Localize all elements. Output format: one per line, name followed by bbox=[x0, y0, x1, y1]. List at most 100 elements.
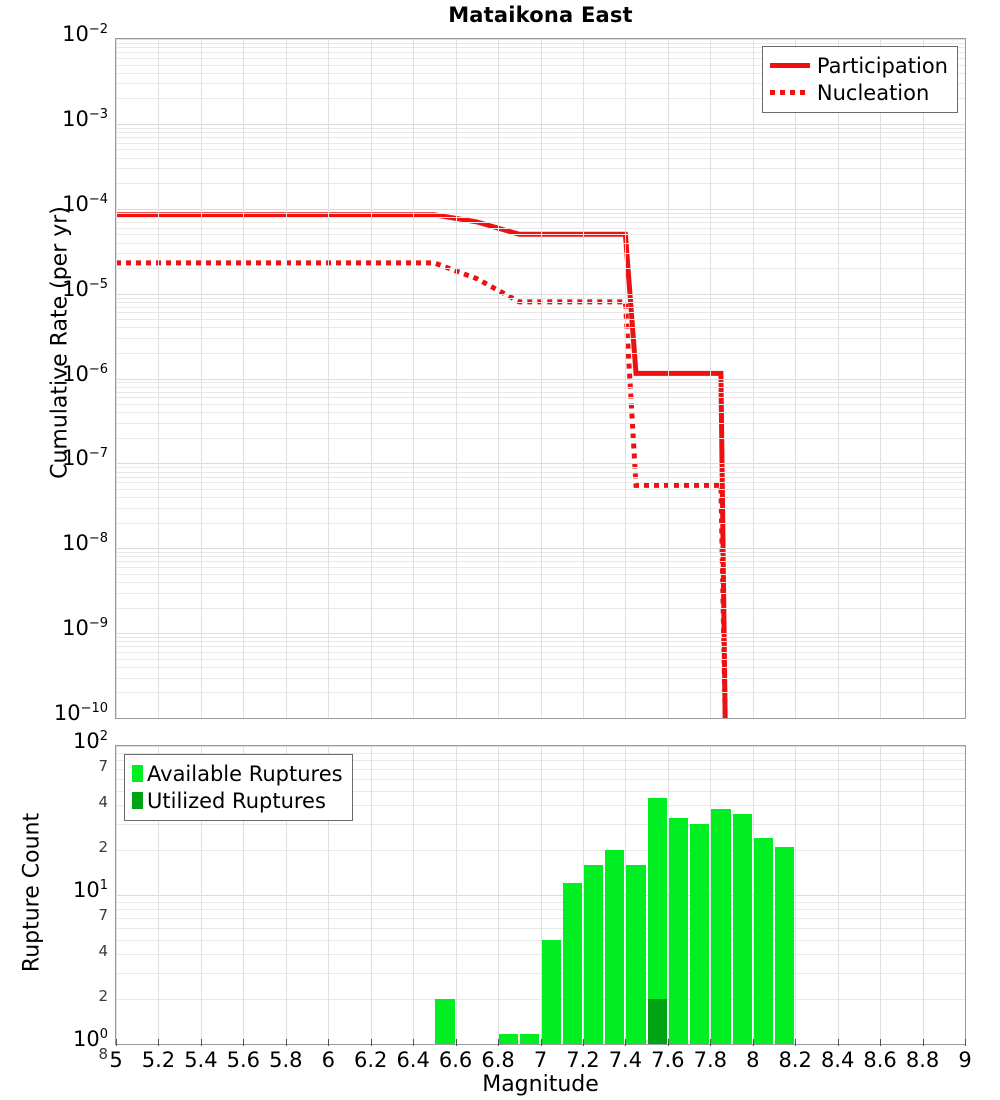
histogram-bar[interactable] bbox=[542, 940, 561, 1044]
rupture-count-plot: Available Ruptures Utilized Ruptures bbox=[115, 745, 966, 1045]
bottom-legend: Available Ruptures Utilized Ruptures bbox=[124, 754, 353, 821]
x-tick-mark bbox=[583, 1039, 584, 1046]
x-tick-label: 8 bbox=[746, 1048, 759, 1072]
legend-label-nucleation: Nucleation bbox=[817, 81, 929, 105]
gridline bbox=[413, 39, 414, 718]
gridline bbox=[625, 39, 626, 718]
top-y-axis-title: Cumulative Rate (per yr) bbox=[48, 63, 73, 623]
x-tick-label: 6.2 bbox=[354, 1048, 387, 1072]
x-tick-label: 6.4 bbox=[396, 1048, 429, 1072]
y-tick-label: 10−2 bbox=[62, 24, 108, 45]
gridline bbox=[838, 39, 839, 718]
gridline bbox=[201, 39, 202, 718]
gridline bbox=[371, 39, 372, 718]
y-minor-tick-label: 4 bbox=[98, 944, 108, 959]
y-tick-label: 102 bbox=[73, 731, 108, 752]
x-tick-label: 9 bbox=[958, 1048, 971, 1072]
x-tick-label: 7.8 bbox=[694, 1048, 727, 1072]
legend-item-available-ruptures[interactable]: Available Ruptures bbox=[132, 760, 343, 787]
x-tick-label: 8.6 bbox=[863, 1048, 896, 1072]
x-tick-label: 5.6 bbox=[227, 1048, 260, 1072]
x-tick-label: 7 bbox=[534, 1048, 547, 1072]
y-minor-tick-label: 4 bbox=[98, 795, 108, 810]
gridline bbox=[498, 39, 499, 718]
gridline bbox=[158, 39, 159, 718]
top-plot-gridlines bbox=[116, 39, 965, 718]
histogram-bar[interactable] bbox=[669, 818, 688, 1044]
gridline bbox=[456, 39, 457, 718]
histogram-bar[interactable] bbox=[605, 850, 624, 1044]
utilized-swatch-icon bbox=[132, 792, 143, 809]
histogram-bar[interactable] bbox=[520, 1034, 539, 1044]
x-tick-label: 7.2 bbox=[566, 1048, 599, 1072]
y-minor-tick-label: 8 bbox=[98, 1047, 108, 1062]
gridline bbox=[243, 39, 244, 718]
histogram-bar[interactable] bbox=[499, 1034, 518, 1044]
x-tick-label: 6.8 bbox=[481, 1048, 514, 1072]
gridline bbox=[965, 746, 966, 1044]
bottom-y-axis-title: Rupture Count bbox=[20, 743, 45, 1043]
bottom-y-axis-ticks: 1021011007427428 bbox=[0, 745, 108, 1045]
histogram-bar[interactable] bbox=[733, 814, 752, 1044]
x-tick-label: 7.6 bbox=[651, 1048, 684, 1072]
y-minor-tick-label: 2 bbox=[98, 989, 108, 1004]
histogram-bar[interactable] bbox=[584, 865, 603, 1044]
legend-item-nucleation[interactable]: Nucleation bbox=[770, 79, 948, 106]
histogram-bar[interactable] bbox=[648, 798, 667, 1044]
x-tick-mark bbox=[243, 1039, 244, 1046]
x-tick-mark bbox=[838, 1039, 839, 1046]
x-tick-mark bbox=[456, 1039, 457, 1046]
top-legend: Participation Nucleation bbox=[762, 46, 958, 113]
gridline bbox=[116, 39, 117, 718]
gridline bbox=[541, 39, 542, 718]
gridline bbox=[116, 718, 965, 719]
histogram-bar[interactable] bbox=[690, 824, 709, 1044]
legend-label-participation: Participation bbox=[817, 54, 948, 78]
x-tick-label: 7.4 bbox=[609, 1048, 642, 1072]
gridline bbox=[753, 39, 754, 718]
x-tick-mark bbox=[286, 1039, 287, 1046]
y-tick-label: 101 bbox=[73, 880, 108, 901]
histogram-bar[interactable] bbox=[563, 883, 582, 1044]
gridline bbox=[880, 39, 881, 718]
x-tick-mark bbox=[413, 1039, 414, 1046]
x-tick-mark bbox=[498, 1039, 499, 1046]
x-tick-mark bbox=[541, 1039, 542, 1046]
legend-item-utilized-ruptures[interactable]: Utilized Ruptures bbox=[132, 787, 343, 814]
legend-item-participation[interactable]: Participation bbox=[770, 52, 948, 79]
x-tick-label: 6.6 bbox=[439, 1048, 472, 1072]
histogram-bar[interactable] bbox=[754, 838, 773, 1044]
legend-label-available: Available Ruptures bbox=[147, 762, 343, 786]
x-tick-mark bbox=[795, 1039, 796, 1046]
x-tick-mark bbox=[923, 1039, 924, 1046]
x-tick-label: 6 bbox=[322, 1048, 335, 1072]
x-tick-label: 8.8 bbox=[906, 1048, 939, 1072]
page-title: Mataikona East bbox=[115, 3, 966, 27]
available-swatch-icon bbox=[132, 765, 143, 782]
x-axis-title: Magnitude bbox=[115, 1072, 966, 1097]
histogram-bar[interactable] bbox=[711, 809, 730, 1044]
x-tick-label: 5.4 bbox=[184, 1048, 217, 1072]
histogram-bar[interactable] bbox=[626, 865, 645, 1044]
legend-label-utilized: Utilized Ruptures bbox=[147, 789, 326, 813]
x-tick-label: 8.2 bbox=[778, 1048, 811, 1072]
x-tick-label: 5.2 bbox=[142, 1048, 175, 1072]
y-minor-tick-label: 2 bbox=[98, 840, 108, 855]
gridline bbox=[795, 39, 796, 718]
x-tick-mark bbox=[710, 1039, 711, 1046]
x-tick-mark bbox=[201, 1039, 202, 1046]
x-tick-label: 5.8 bbox=[269, 1048, 302, 1072]
histogram-bar-utilized bbox=[648, 999, 667, 1044]
y-minor-tick-label: 7 bbox=[98, 908, 108, 923]
x-tick-mark bbox=[668, 1039, 669, 1046]
x-tick-mark bbox=[880, 1039, 881, 1046]
dotted-line-icon bbox=[770, 90, 810, 95]
gridline bbox=[965, 39, 966, 718]
gridline bbox=[286, 39, 287, 718]
histogram-bar[interactable] bbox=[775, 847, 794, 1044]
x-tick-label: 5 bbox=[109, 1048, 122, 1072]
y-tick-label: 10−10 bbox=[54, 703, 108, 724]
histogram-bar[interactable] bbox=[435, 999, 454, 1044]
gridline bbox=[923, 39, 924, 718]
figure-root: Mataikona East Participation Nucleation … bbox=[0, 0, 1000, 1100]
